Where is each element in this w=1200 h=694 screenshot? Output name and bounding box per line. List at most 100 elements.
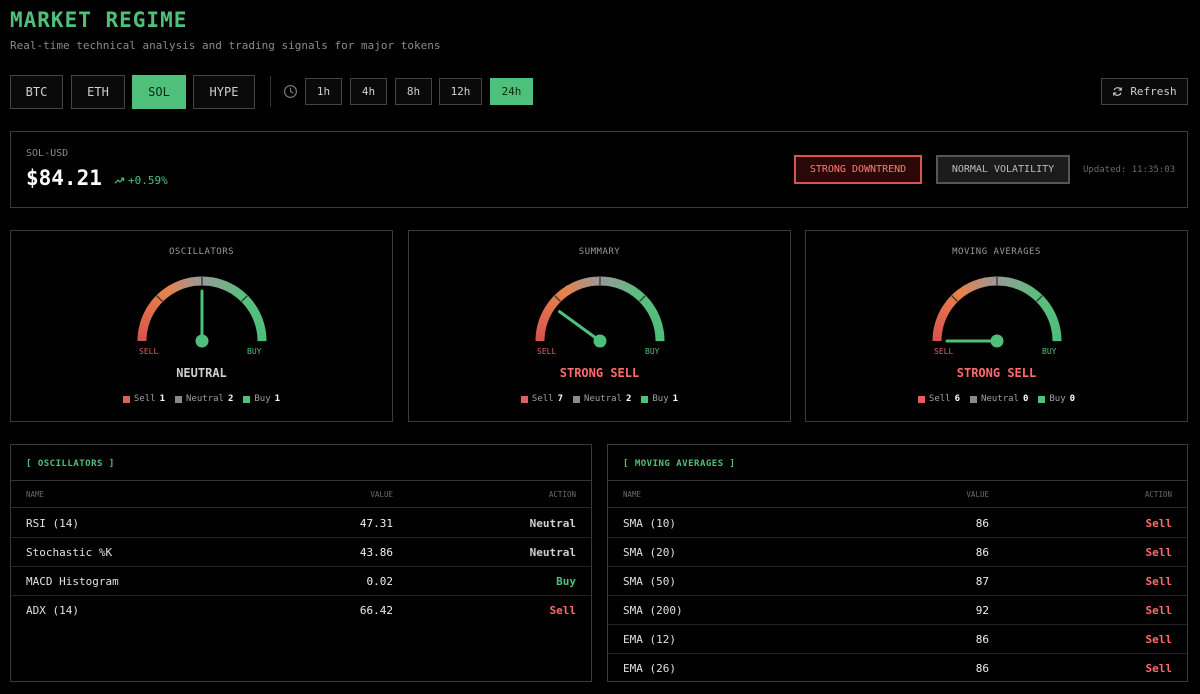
gauge-arc-segment [254,321,265,327]
legend-neutral-count: 2 [227,394,234,404]
table-heading: [ OSCILLATORS ] [26,459,115,469]
gauge-arc-segment [622,282,630,292]
legend-buy-label: Buy [1049,394,1066,404]
gauge-tick [1036,295,1043,302]
gauge-arc-segment [245,300,255,309]
gauge-tick [639,295,646,302]
gauge-title: SUMMARY [578,247,621,257]
gauge-arc-segment [570,282,578,292]
volatility-badge: NORMAL VOLATILITY [936,155,1070,184]
gauge-arc-segment [147,302,158,311]
token-button-eth[interactable]: ETH [71,75,125,109]
gauge-result: STRONG SELL [559,366,640,380]
indicator-name: MACD Histogram [26,575,119,588]
buy-swatch [243,395,251,403]
gauge-arc-segment [1008,277,1014,288]
gauge-arc-segment [185,277,191,288]
gauge-dial [137,276,267,348]
gauge-panel-oscillators: OSCILLATORS SELL BUY NEUTRAL Sell 1 Neutr… [10,230,393,422]
timeframe-button-24h[interactable]: 24h [490,78,533,105]
legend-sell-count: 1 [159,394,166,404]
table-row: SMA (20) 86 Sell [608,538,1187,567]
gauge-panel-summary: SUMMARY SELL BUY STRONG SELL Sell 7 Neutr… [408,230,791,422]
gauge-arc-segment [1047,314,1058,322]
legend-sell-label: Sell [928,394,951,404]
buy-swatch [641,395,649,403]
timeframe-button-4h[interactable]: 4h [350,78,387,105]
gauge-arc-segment [538,317,549,324]
gauge-arc-segment [1024,285,1033,295]
column-action: ACTION [1144,490,1172,499]
token-button-btc[interactable]: BTC [10,75,63,109]
neutral-swatch [175,395,183,403]
gauge-arc-segment [188,277,194,287]
gauge-arc-segment [643,300,653,309]
gauge-arc-segment [164,286,172,297]
price-change-value: +0.59% [128,174,168,187]
gauge-title: MOVING AVERAGES [952,247,1041,257]
token-button-sol[interactable]: SOL [132,75,186,109]
indicator-value: 47.31 [359,517,393,530]
gauge-sell-label: SELL [934,347,954,356]
legend-neutral-label: Neutral [186,394,224,404]
gauge-arc-segment [652,321,663,327]
gauge-arc-segment [169,283,177,293]
gauge-arc-segment [1016,280,1024,291]
gauge-arc-segment [1048,317,1059,325]
gauge-arc-segment [256,327,266,333]
legend-neutral-label: Neutral [981,394,1019,404]
sell-swatch [122,395,130,403]
gauge-arc-segment [224,282,232,292]
gauge-arc-segment [547,300,557,309]
legend-buy-count: 1 [274,394,281,404]
gauge-arc-segment [648,308,658,316]
gauge-arc-segment [1045,308,1055,316]
gauge-arc-segment [144,308,155,316]
trend-badge: STRONG DOWNTREND [794,155,922,184]
gauge-tick [951,295,958,302]
updated-timestamp: Updated: 11:35:03 [1083,165,1176,175]
gauge-arc-segment [632,288,641,298]
gauge-arc-segment [536,324,547,330]
gauge-arc-segment [967,282,975,292]
gauge-arc-segment [619,280,627,291]
refresh-button[interactable]: Refresh [1101,78,1188,105]
gauge-dial [932,276,1062,348]
gauge-arc-segment [936,314,947,322]
indicator-value: 87 [975,575,989,588]
refresh-label: Refresh [1130,85,1177,98]
gauge-arc-segment [649,311,659,319]
timeframe-button-1h[interactable]: 1h [305,78,342,105]
legend-neutral-count: 0 [1022,394,1029,404]
gauge-buy-label: BUY [1042,347,1057,356]
gauge-arc-segment [549,297,559,307]
gauge-arc-segment [216,278,223,289]
gauge-arc-segment [942,302,953,311]
table-row: SMA (50) 87 Sell [608,567,1187,596]
gauge-arc-segment [1014,279,1021,290]
gauge-tick [156,295,163,302]
column-action: ACTION [548,490,576,499]
gauge-arc-segment [172,282,180,292]
gauge-arc-segment [251,311,261,319]
gauge-arc-segment [644,303,655,311]
gauge-arc-segment [650,314,661,322]
gauge-arc-segment [1050,324,1061,330]
legend-sell-label: Sell [531,394,554,404]
gauge-arc-segment [210,277,216,287]
gauge-buy-label: BUY [645,347,660,356]
gauge-arc-segment [545,302,556,311]
table-header-row: NAME VALUE ACTION [11,482,591,508]
gauge-arc-segment [562,286,570,297]
gauge-arc-segment [175,280,183,291]
timeframe-button-8h[interactable]: 8h [395,78,432,105]
oscillators-table: [ OSCILLATORS ] NAME VALUE ACTION RSI (1… [10,444,592,682]
indicator-value: 43.86 [359,546,393,559]
gauge-legend: Sell 7 Neutral 2 Buy 1 [409,394,790,404]
legend-neutral-label: Neutral [584,394,622,404]
token-button-hype[interactable]: HYPE [193,75,255,109]
gauge-dial [535,276,665,348]
gauge-arc-segment [941,305,951,314]
gauge-arc-segment [255,324,266,330]
timeframe-button-12h[interactable]: 12h [439,78,482,105]
